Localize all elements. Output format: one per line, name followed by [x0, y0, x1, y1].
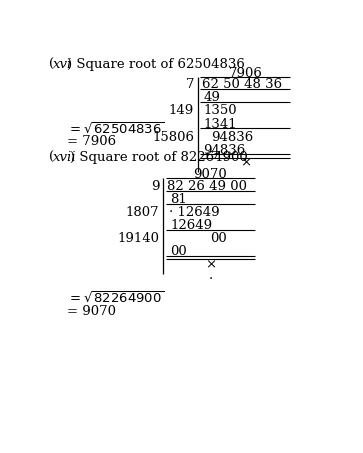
Text: 94836: 94836	[211, 130, 253, 144]
Text: = 7906: = 7906	[67, 135, 116, 148]
Text: 12649: 12649	[170, 219, 212, 232]
Text: 81: 81	[170, 193, 187, 206]
Text: 1807: 1807	[126, 206, 159, 219]
Text: 7: 7	[186, 78, 194, 91]
Text: 15806: 15806	[152, 130, 194, 144]
Text: ) Square root of 62504836: ) Square root of 62504836	[67, 58, 245, 71]
Text: ×: ×	[240, 157, 251, 170]
Text: $= \sqrt{62504836}$: $= \sqrt{62504836}$	[67, 121, 164, 136]
Text: xvii: xvii	[53, 150, 77, 164]
Text: = 9070: = 9070	[67, 304, 116, 318]
Text: .: .	[209, 269, 213, 282]
Text: 9070: 9070	[193, 169, 227, 181]
Text: 7906: 7906	[228, 67, 262, 80]
Text: ×: ×	[205, 258, 216, 271]
Text: 00: 00	[170, 246, 187, 258]
Text: 49: 49	[204, 92, 220, 104]
Text: xvi: xvi	[53, 58, 72, 71]
Text: ) Square root of 82264900: ) Square root of 82264900	[70, 150, 248, 164]
Text: 1341: 1341	[204, 117, 237, 130]
Text: 9: 9	[151, 180, 159, 193]
Text: 94836: 94836	[204, 144, 246, 157]
Text: 1350: 1350	[204, 104, 237, 117]
Text: 82 26 49 00: 82 26 49 00	[167, 180, 247, 193]
Text: 00: 00	[210, 232, 227, 245]
Text: 19140: 19140	[117, 232, 159, 245]
Text: · 12649: · 12649	[168, 206, 219, 219]
Text: $= \sqrt{82264900}$: $= \sqrt{82264900}$	[67, 291, 164, 306]
Text: (: (	[49, 150, 54, 164]
Text: (: (	[49, 58, 54, 71]
Text: 62 50 48 36: 62 50 48 36	[202, 78, 282, 91]
Text: 149: 149	[169, 104, 194, 117]
